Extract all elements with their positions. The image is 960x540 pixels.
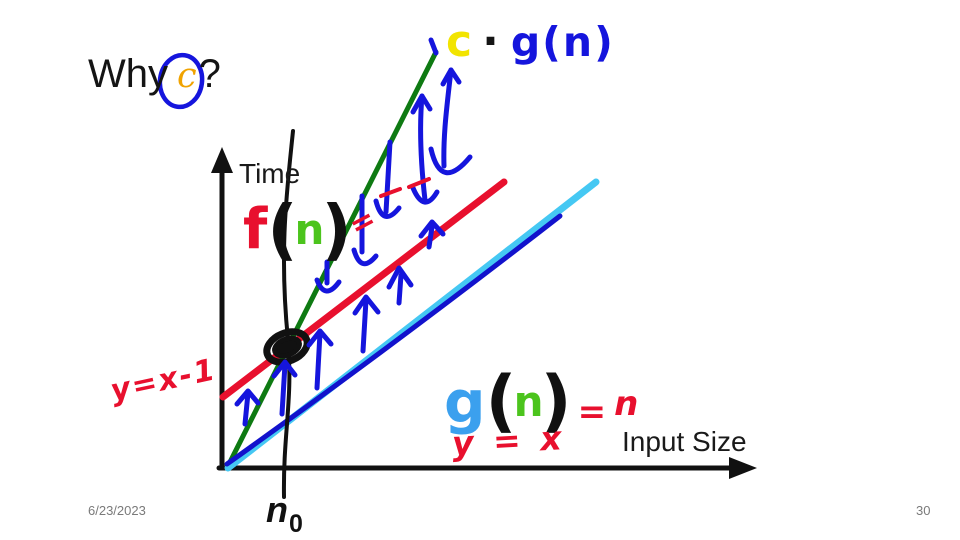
f-label-open-paren: ( <box>267 191 298 269</box>
g-label-arg: n <box>513 377 544 426</box>
x-axis-label: Input Size <box>622 426 747 457</box>
f-label-arg: n <box>294 205 325 254</box>
intersection-scribble <box>263 328 311 366</box>
upper-line-label: c · g(n) <box>446 20 615 64</box>
title-variable-c: c <box>177 56 197 96</box>
n0-base: n <box>266 489 288 530</box>
y-axis-label: Time <box>239 158 301 189</box>
n0-subscript: 0 <box>289 510 303 538</box>
g-label-equals: = <box>577 392 607 432</box>
footer-page-number: 30 <box>916 503 931 518</box>
y-axis-arrowhead <box>211 147 233 173</box>
f-label-name: f <box>243 197 268 262</box>
page-title: Why c ? <box>88 54 221 94</box>
upper-label-function: g(n) <box>510 17 615 66</box>
f-line-label: f ( n ) = <box>243 186 382 274</box>
upper-label-coefficient: c <box>446 16 473 67</box>
upper-label-dot: · <box>482 16 499 67</box>
annotation-y-eq-x-minus-1: y=x-1 <box>107 352 220 409</box>
x-axis-arrowhead <box>729 457 757 479</box>
n0-label: n0 <box>266 489 303 537</box>
f-label-close-paren: ) <box>321 191 352 269</box>
title-prefix: Why <box>88 52 168 96</box>
annotation-y-eq-x: y = x <box>451 418 567 463</box>
red-dashes <box>379 177 431 198</box>
g-label-value: n <box>614 384 639 424</box>
footer-date: 6/23/2023 <box>88 503 146 518</box>
title-question-mark: ? <box>198 52 221 96</box>
